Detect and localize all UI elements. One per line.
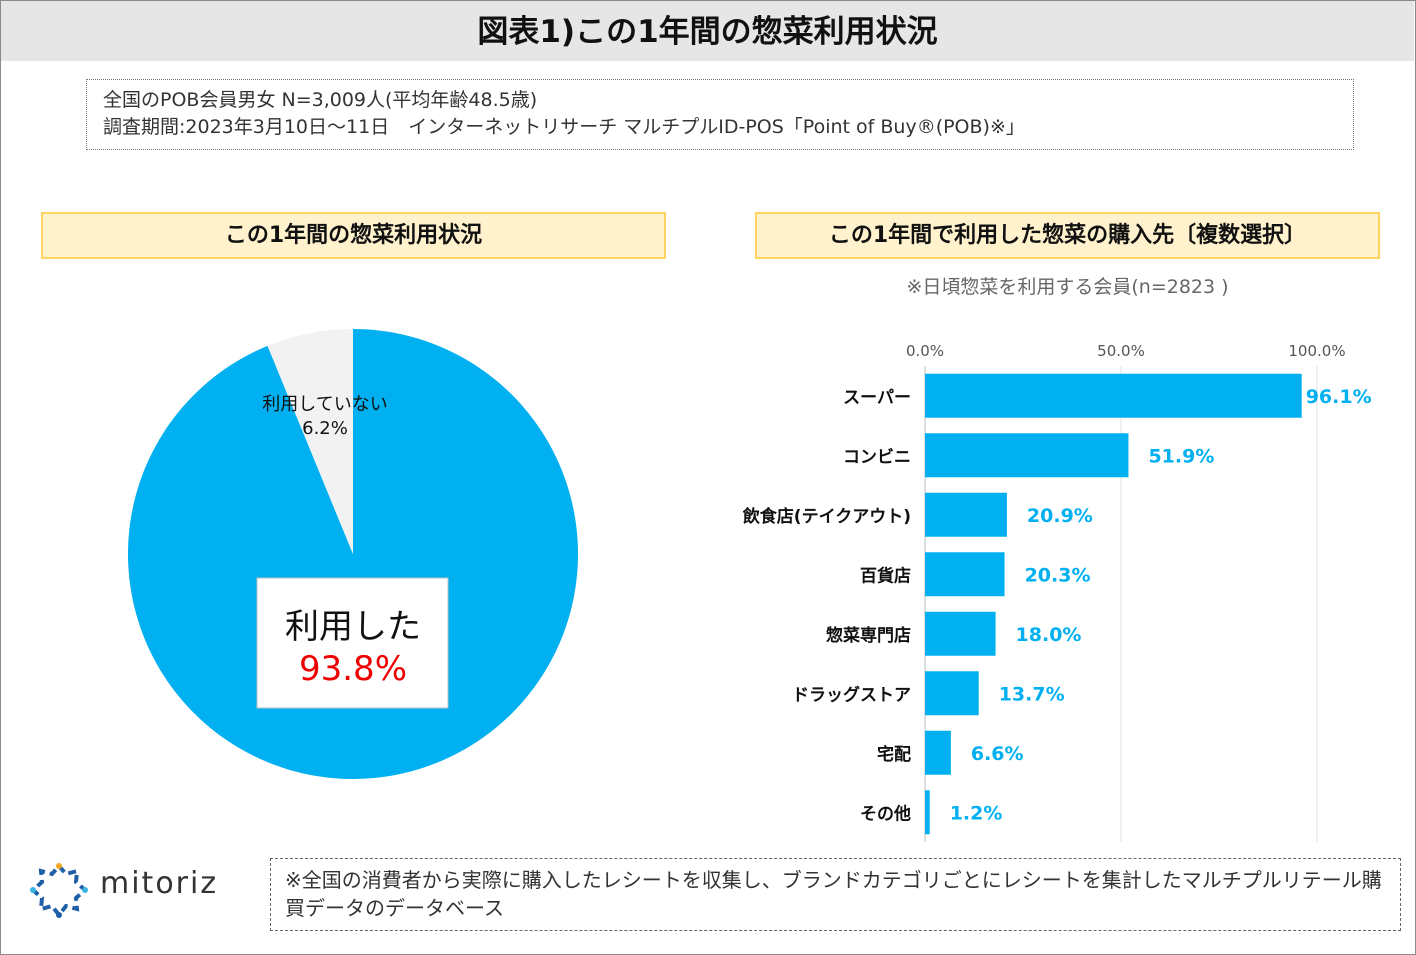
logo-text: mitoriz	[100, 866, 219, 901]
category-label: ドラッグストア	[792, 684, 911, 705]
value-label: 18.0%	[1016, 624, 1082, 646]
category-label: 宅配	[877, 744, 911, 765]
pie-slice-not-used	[267, 329, 353, 554]
category-label: コンビニ	[843, 447, 911, 467]
pie-section-heading: この1年間の惣菜利用状況	[41, 212, 666, 259]
value-label: 96.1%	[1306, 386, 1372, 408]
bar	[925, 433, 1129, 478]
survey-info-box: 全国のPOB会員男女 N=3,009人(平均年齢48.5歳) 調査期間:2023…	[86, 79, 1354, 150]
category-label: 惣菜専門店	[826, 625, 911, 646]
bar-section-heading: この1年間で利用した惣菜の購入先〔複数選択〕	[755, 212, 1380, 259]
value-label: 51.9%	[1148, 445, 1214, 467]
value-label: 6.6%	[971, 743, 1024, 765]
bar	[925, 373, 1302, 418]
category-label: 百貨店	[860, 565, 911, 586]
pie-value-used: 93.8%	[299, 649, 407, 689]
value-label: 20.9%	[1027, 505, 1093, 527]
category-label: 飲食店(テイクアウト)	[742, 506, 911, 527]
bar	[925, 552, 1005, 597]
mitoriz-logo: mitoriz	[28, 858, 258, 924]
category-label: その他	[860, 803, 911, 824]
sample-note: ※日頃惣菜を利用する会員(n=2823 )	[906, 276, 1229, 298]
value-label: 20.3%	[1025, 564, 1091, 586]
bar	[925, 671, 979, 716]
pie-label-not-used: 利用していない	[262, 394, 387, 415]
pie-label-box	[256, 577, 449, 709]
x-tick-label: 100.0%	[1288, 342, 1345, 360]
x-tick-label: 0.0%	[906, 342, 944, 360]
bar	[925, 492, 1007, 537]
page-title: 図表1)この1年間の惣菜利用状況	[1, 1, 1414, 61]
category-label: スーパー	[843, 388, 911, 408]
bar-chart: 0.0% 50.0% 100.0% スーパー 96.1% コンビニ 51.9% 飲食店(テイク…	[742, 342, 1372, 842]
pie-value-not-used: 6.2%	[302, 418, 348, 439]
value-label: 13.7%	[999, 683, 1065, 705]
value-label: 1.2%	[950, 802, 1003, 824]
bar	[925, 611, 996, 656]
x-tick-label: 50.0%	[1097, 342, 1145, 360]
survey-info-line1: 全国のPOB会員男女 N=3,009人(平均年齢48.5歳)	[103, 89, 538, 111]
footnote-box: ※全国の消費者から実際に購入したレシートを収集し、ブランドカテゴリごとにレシート…	[270, 858, 1401, 931]
pie-label-used: 利用した	[285, 607, 421, 647]
survey-info-line2: 調査期間:2023年3月10日〜11日 インターネットリサーチ マルチプルID-…	[103, 116, 1025, 138]
bar	[925, 790, 930, 835]
logo-mark-icon	[29, 862, 89, 919]
bar	[925, 730, 951, 775]
